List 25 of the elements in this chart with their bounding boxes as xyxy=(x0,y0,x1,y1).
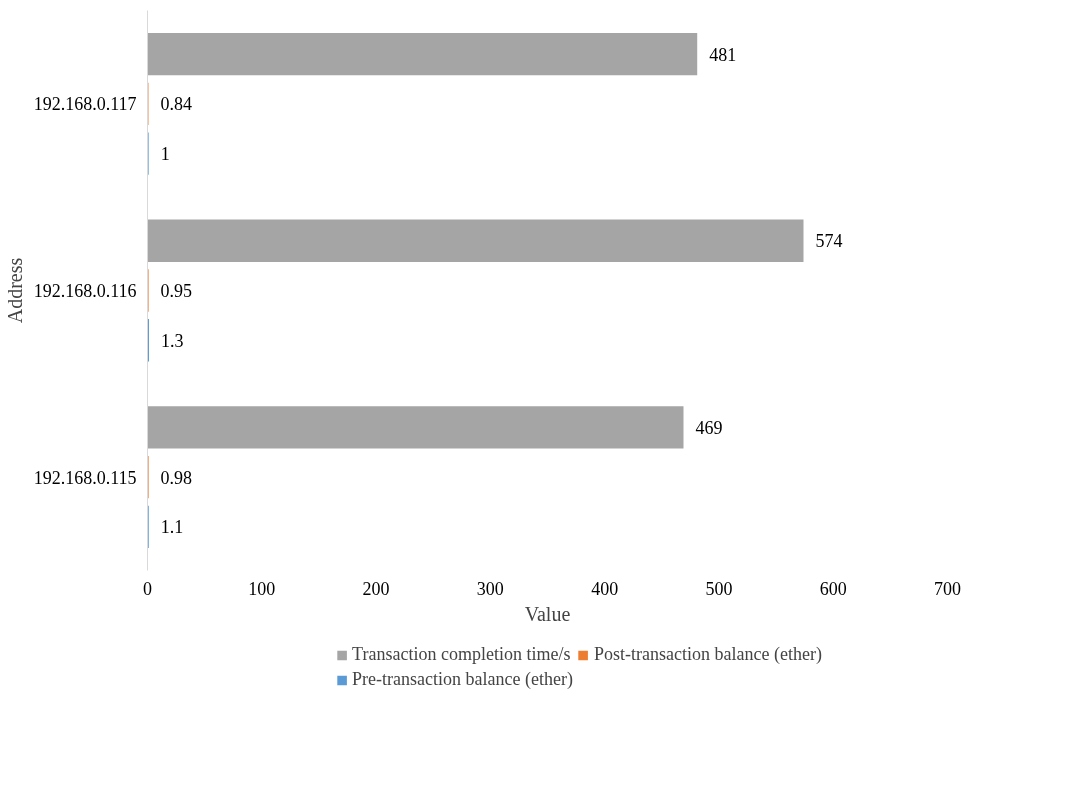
data-label: 574 xyxy=(815,231,843,252)
x-tick-label: 300 xyxy=(476,578,504,599)
x-tick-label: 200 xyxy=(362,578,390,599)
data-label: 1 xyxy=(160,144,170,165)
y-axis-title: Address xyxy=(3,257,26,324)
data-label: 481 xyxy=(709,44,737,65)
data-label: 0.84 xyxy=(160,94,192,115)
x-tick-label: 600 xyxy=(819,578,847,599)
data-label: 1.3 xyxy=(160,330,184,351)
x-tick-label: 400 xyxy=(591,578,619,599)
legend-label: Post-transaction balance (ether) xyxy=(593,644,822,665)
y-tick-label: 192.168.0.117 xyxy=(33,94,137,115)
x-tick-label: 0 xyxy=(143,578,152,599)
legend-label: Transaction completion time/s xyxy=(352,644,571,665)
x-tick-label: 100 xyxy=(248,578,276,599)
data-label: 0.95 xyxy=(160,281,193,301)
x-tick-label: 700 xyxy=(934,578,961,599)
y-tick-label: 192.168.0.116 xyxy=(33,281,137,301)
data-label: 0.98 xyxy=(160,467,193,488)
data-label: 469 xyxy=(695,417,723,438)
y-tick-label: 192.168.0.115 xyxy=(33,467,137,488)
x-axis-title: Value xyxy=(524,602,571,625)
data-label: 1.1 xyxy=(160,517,184,538)
x-tick-label: 500 xyxy=(705,578,733,599)
legend-label: Pre-transaction balance (ether) xyxy=(352,669,573,690)
